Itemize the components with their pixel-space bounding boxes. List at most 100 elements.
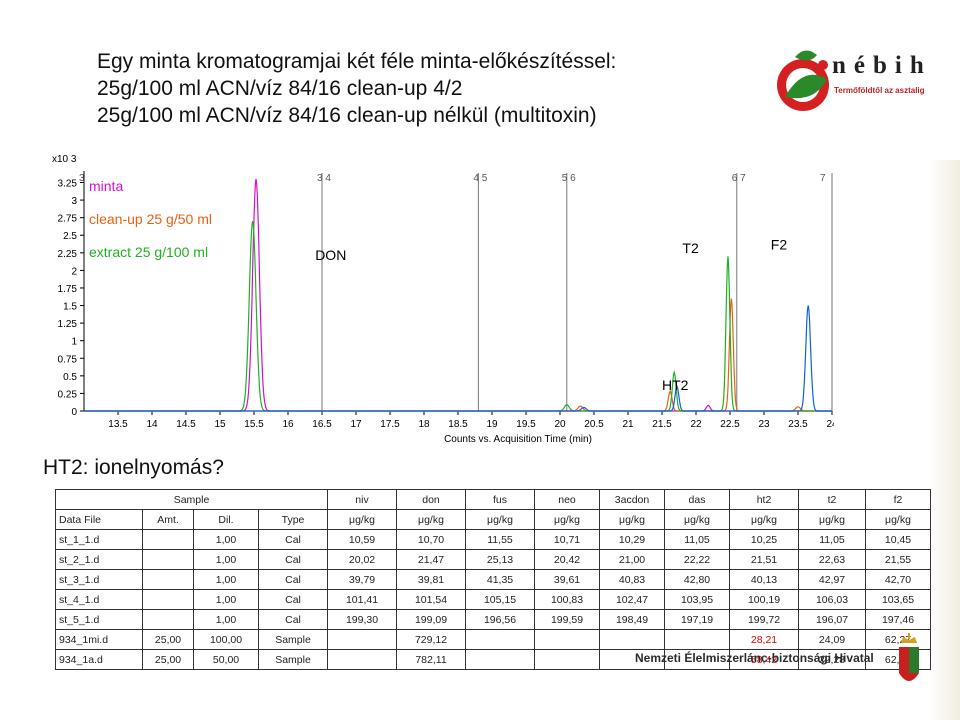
table-cell: 1,00 (193, 589, 259, 610)
segment-marker-label: 3 4 (317, 173, 331, 184)
legend-entry-cleanup: clean-up 25 g/50 ml (89, 211, 212, 227)
table-row: st_5_1.d 1,00 Cal 199,30 199,09 196,56 199,59 1… (55, 609, 931, 630)
table-cell: Sample (258, 629, 328, 650)
x-tick-label: 19.5 (516, 419, 536, 430)
x-tick-label: 22.5 (720, 419, 740, 430)
table-cell: Cal (258, 569, 328, 590)
table-cell: 729,12 (396, 629, 466, 650)
table-cell: μg/kg (798, 509, 866, 530)
table-cell: st_2_1.d (55, 549, 143, 570)
table-cell: 934_1a.d (55, 649, 143, 670)
y-tick-label: 2.5 (63, 231, 77, 242)
table-cell (142, 609, 194, 630)
table-cell: 28,21 (729, 629, 799, 650)
x-tick-label: 17.5 (380, 419, 400, 430)
table-cell: 39,61 (534, 569, 600, 590)
table-cell (465, 649, 535, 670)
table-cell: 25,13 (465, 549, 535, 570)
table-cell: 22,22 (664, 549, 730, 570)
table-cell: 42,80 (664, 569, 730, 590)
table-cell: 106,03 (798, 589, 866, 610)
table-cell: st_1_1.d (55, 529, 143, 550)
table-cell: 21,00 (599, 549, 665, 570)
y-tick-label: 3.25 (58, 179, 78, 190)
peak-label: HT2 (662, 377, 689, 393)
table-cell: 40,13 (729, 569, 799, 590)
table-row: Sample niv don fus neo 3acdon das ht2 t2 f2 (55, 489, 931, 510)
table-cell: 1,00 (193, 529, 259, 550)
table-cell: 21,55 (865, 549, 931, 570)
table-cell: st_5_1.d (55, 609, 143, 630)
x-tick-label: 19 (486, 419, 498, 430)
x-tick-label: 16 (282, 419, 294, 430)
table-cell: 42,70 (865, 569, 931, 590)
y-tick-label: 1.5 (63, 302, 77, 313)
table-cell: 100,19 (729, 589, 799, 610)
table-cell (142, 529, 194, 550)
chart-background (34, 149, 834, 449)
table-cell: fus (465, 489, 535, 510)
table-cell: 20,42 (534, 549, 600, 570)
table-cell: ht2 (729, 489, 799, 510)
table-cell: niv (327, 489, 397, 510)
table-cell: 199,72 (729, 609, 799, 630)
table-cell: 198,49 (599, 609, 665, 630)
table-cell: 10,71 (534, 529, 600, 550)
table-cell (534, 629, 600, 650)
x-tick-label: 22 (690, 419, 702, 430)
logo-name: nébih (832, 52, 932, 79)
results-table: Sample niv don fus neo 3acdon das ht2 t2 f2 Data F… (55, 489, 931, 670)
table-row: 934_1mi.d 25,00 100,00 Sample 729,12 28,21 24,… (55, 629, 931, 650)
table-row: 934_1a.d 25,00 50,00 Sample 782,11 58,42 22,28… (55, 649, 931, 670)
x-tick-label: 15.5 (244, 419, 264, 430)
table-row: Data File Amt. Dil. Type μg/kg μg/kg μg/kg μg/k… (55, 509, 931, 530)
table-cell: Cal (258, 589, 328, 610)
table-row: st_1_1.d 1,00 Cal 10,59 10,70 11,55 10,71 10,29… (55, 529, 931, 550)
table-cell (142, 549, 194, 570)
table-cell: 1,00 (193, 569, 259, 590)
y-tick-label: 0.25 (58, 389, 78, 400)
table-cell: 25,00 (142, 649, 194, 670)
footer-agency: Nemzeti Élelmiszerlánc-biztonsági Hivata… (635, 651, 874, 665)
table-cell: 39,81 (396, 569, 466, 590)
x-tick-label: 21.5 (652, 419, 672, 430)
segment-marker-label: 3 (79, 173, 85, 184)
table-cell: 24,09 (798, 629, 866, 650)
table-cell: 50,00 (193, 649, 259, 670)
table-cell (142, 589, 194, 610)
logo-tagline: Termőföldtől az asztalig (834, 86, 925, 95)
peak-label: T2 (682, 240, 699, 256)
y-tick-label: 2 (71, 266, 77, 277)
peak-label: F2 (771, 236, 788, 252)
table-cell: das (664, 489, 730, 510)
table-cell (327, 649, 397, 670)
segment-marker-label: 4 5 (473, 173, 487, 184)
table-cell: Dil. (193, 509, 259, 530)
peak-label: DON (315, 247, 346, 263)
x-tick-label: 18 (418, 419, 430, 430)
segment-marker-label: 7 (820, 173, 826, 184)
table-cell: don (396, 489, 466, 510)
table-cell: 11,05 (664, 529, 730, 550)
table-cell: Cal (258, 529, 328, 550)
table-cell: μg/kg (664, 509, 730, 530)
x-tick-label: 13.5 (108, 419, 128, 430)
segment-marker-label: 5 6 (562, 173, 576, 184)
title-line-2: 25g/100 ml ACN/víz 84/16 clean-up 4/2 (97, 77, 463, 100)
table-cell: Cal (258, 549, 328, 570)
legend-entry-minta: minta (89, 178, 123, 194)
y-tick-label: 0 (71, 407, 77, 418)
title-line-1: Egy minta kromatogramjai két féle minta-… (97, 50, 617, 73)
table-cell: st_3_1.d (55, 569, 143, 590)
x-tick-label: 16.5 (312, 419, 332, 430)
table-cell (327, 629, 397, 650)
x-tick-label: 21 (622, 419, 634, 430)
table-cell: 103,95 (664, 589, 730, 610)
y-tick-label: 0.5 (63, 372, 77, 383)
table-cell: Type (258, 509, 328, 530)
table-cell: Data File (55, 509, 143, 530)
table-cell: μg/kg (729, 509, 799, 530)
y-tick-label: 1 (71, 337, 77, 348)
table-cell: 197,46 (865, 609, 931, 630)
